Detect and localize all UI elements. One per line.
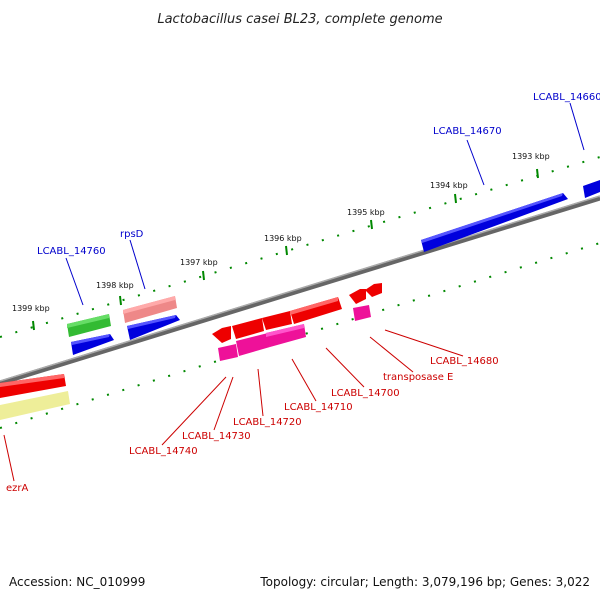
leader-lines <box>3 102 585 482</box>
tick-label: 1398 kbp <box>96 281 134 290</box>
label-rpsd[interactable]: rpsD <box>120 229 144 240</box>
accession-text: Accession: NC_010999 <box>9 575 145 589</box>
label-lcabl-14730[interactable]: LCABL_14730 <box>182 431 251 442</box>
gene-transposase-e[interactable] <box>353 305 371 321</box>
gene-pink-2[interactable] <box>236 333 270 356</box>
gene-lcabl-14760[interactable] <box>67 314 111 337</box>
tick-label: 1396 kbp <box>264 234 302 243</box>
gene-lcabl-14720[interactable] <box>262 311 292 330</box>
label-transposase-e[interactable]: transposase E <box>383 372 453 383</box>
gene-lcabl-14710[interactable] <box>290 297 342 324</box>
gene-lcabl-14740[interactable] <box>212 326 231 343</box>
label-ezra[interactable]: ezrA <box>6 483 29 494</box>
label-lcabl-14700[interactable]: LCABL_14700 <box>331 388 400 399</box>
label-lcabl-14710[interactable]: LCABL_14710 <box>284 402 353 413</box>
major-ticks <box>32 168 539 331</box>
gene-lcabl-14660[interactable] <box>583 180 600 198</box>
gene-lcabl-14670[interactable] <box>421 193 568 252</box>
label-lcabl-14660[interactable]: LCABL_14660 <box>533 92 600 103</box>
tick-label: 1393 kbp <box>512 152 550 161</box>
tick-label: 1394 kbp <box>430 181 468 190</box>
genome-backbone <box>0 195 600 386</box>
gene-lcabl-14730[interactable] <box>232 318 264 339</box>
gene-rpsd-trna[interactable] <box>123 296 177 323</box>
label-lcabl-14720[interactable]: LCABL_14720 <box>233 417 302 428</box>
label-lcabl-14670[interactable]: LCABL_14670 <box>433 126 502 137</box>
topology-text: Topology: circular; Length: 3,079,196 bp… <box>259 575 590 589</box>
label-lcabl-14740[interactable]: LCABL_14740 <box>129 446 198 457</box>
gene-misc-yellow[interactable] <box>0 391 70 420</box>
gene-lcabl-14760-forward[interactable] <box>71 334 114 355</box>
map-title: Lactobacillus casei BL23, complete genom… <box>157 12 442 27</box>
label-lcabl-14760[interactable]: LCABL_14760 <box>37 246 106 257</box>
label-lcabl-14680[interactable]: LCABL_14680 <box>430 356 499 367</box>
gene-lcabl-14680[interactable] <box>365 283 382 297</box>
gene-rpsd[interactable] <box>127 315 180 340</box>
gene-pink-1[interactable] <box>218 344 238 361</box>
genome-backbone-highlight <box>0 195 600 382</box>
gene-pink-3[interactable] <box>266 324 306 347</box>
gene-cds-red-1[interactable] <box>0 374 66 398</box>
tick-label: 1399 kbp <box>12 304 50 313</box>
tick-label: 1397 kbp <box>180 258 218 267</box>
gene-lcabl-14700[interactable] <box>349 289 366 304</box>
tick-label: 1395 kbp <box>347 208 385 217</box>
